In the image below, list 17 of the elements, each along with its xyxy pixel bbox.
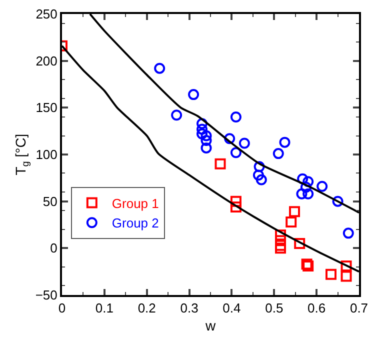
x-axis-title: w	[204, 317, 216, 334]
x-tick-label: 0.2	[138, 300, 156, 316]
x-tick-label: 0.7	[350, 300, 368, 316]
x-tick-label: 0.3	[180, 300, 198, 316]
y-tick-label: 100	[36, 147, 58, 162]
legend-label: Group 2	[112, 216, 159, 231]
y-tick-label: 50	[42, 194, 58, 209]
x-tick-label: 0.1	[95, 300, 114, 316]
legend-label: Group 1	[112, 196, 159, 211]
y-tick-label: 0	[50, 240, 58, 256]
y-tick-label: 200	[36, 53, 58, 68]
y-tick-label: −50	[35, 288, 58, 303]
x-tick-label: 0.4	[222, 300, 241, 316]
y-tick-label: 250	[36, 6, 58, 22]
x-tick-label: 0.6	[308, 300, 326, 316]
y-tick-label: 150	[36, 100, 58, 116]
x-tick-label: 0.5	[265, 300, 284, 316]
